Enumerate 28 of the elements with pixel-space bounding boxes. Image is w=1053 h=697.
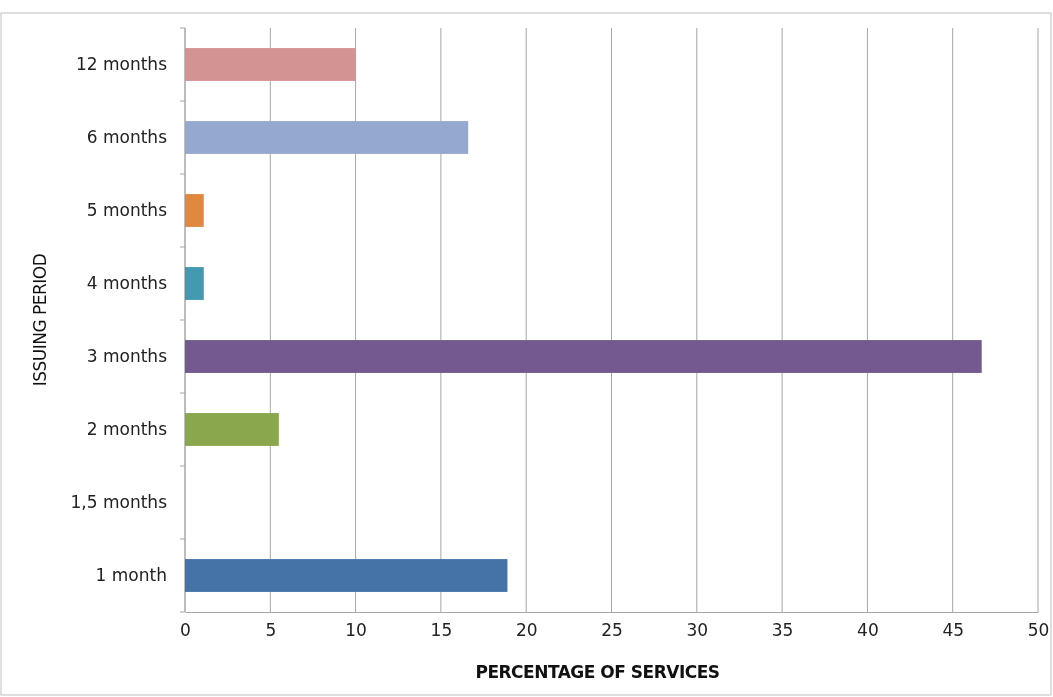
x-tick-label: 5 (265, 620, 277, 641)
y-tick-label: 2 months (86, 419, 168, 440)
y-tick-label: 12 months (75, 54, 168, 75)
x-tick-label: 0 (180, 620, 191, 641)
x-tick-label: 30 (686, 620, 709, 641)
y-tick-label: 6 months (86, 127, 168, 148)
x-tick-label: 25 (601, 620, 623, 641)
y-tick-label: 4 months (86, 273, 168, 294)
y-tick-label: 1,5 months (70, 492, 168, 513)
x-tick-label: 45 (942, 620, 965, 641)
x-axis-title: PERCENTAGE OF SERVICES (475, 662, 720, 682)
x-tick-label: 15 (430, 620, 453, 641)
y-tick-label: 3 months (86, 346, 168, 367)
bar (185, 121, 469, 154)
x-tick-label: 35 (771, 620, 794, 641)
bar (185, 559, 508, 592)
y-tick-label: 5 months (86, 200, 168, 221)
bar (185, 340, 982, 373)
y-axis-title: ISSUING PERIOD (30, 253, 50, 387)
x-tick-label: 50 (1027, 620, 1050, 641)
bar (185, 267, 204, 300)
bar (185, 48, 356, 81)
y-tick-label: 1 month (95, 565, 167, 586)
bar (185, 194, 204, 227)
x-tick-label: 20 (515, 620, 538, 641)
x-tick-label: 40 (857, 620, 879, 641)
x-tick-label: 10 (345, 620, 367, 641)
bar (185, 413, 279, 446)
